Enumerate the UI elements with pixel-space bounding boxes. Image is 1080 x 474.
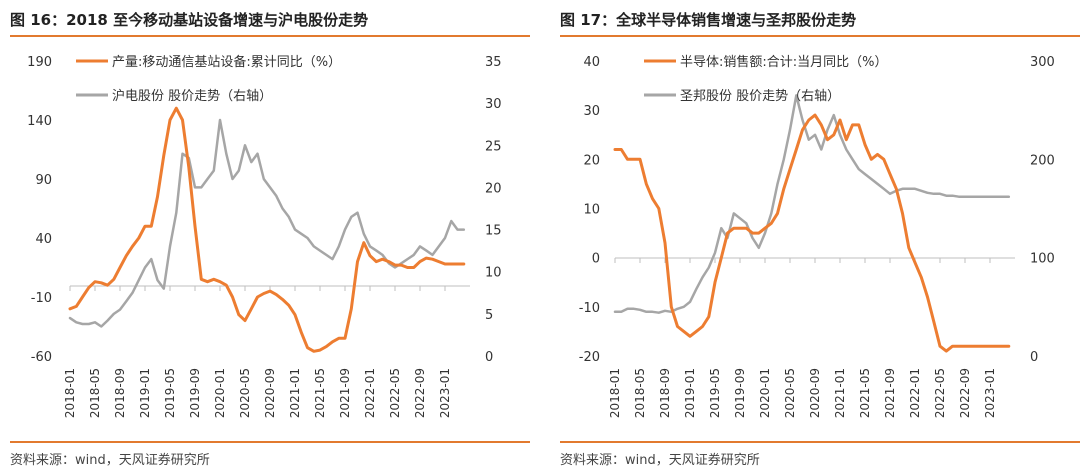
right-axis-tick-label: 300 <box>1030 55 1055 70</box>
chart-16-svg: 190 140 90 40 -10 -60 35 30 25 20 15 10 5 0 2018-01 201… <box>27 54 502 418</box>
right-axis-tick-label: 20 <box>485 181 502 196</box>
right-axis-tick-label: 35 <box>485 55 502 70</box>
title-rule <box>560 35 1080 37</box>
left-axis-tick-label: -60 <box>31 350 52 365</box>
left-axis-tick-label: -10 <box>579 301 600 316</box>
right-axis-tick-label: 100 <box>1030 252 1055 267</box>
source-note: 资料来源：wind，天风证券研究所 <box>560 453 760 468</box>
x-tick-label: 2021-01 <box>833 368 847 418</box>
left-axis-tick-label: -20 <box>579 350 600 365</box>
x-tick-label: 2018-09 <box>658 368 672 418</box>
right-axis-tick-label: 30 <box>485 97 502 112</box>
x-tick-label: 2021-01 <box>288 368 302 418</box>
x-tick-label: 2021-05 <box>858 368 872 418</box>
right-axis-tick-label: 5 <box>485 308 493 323</box>
x-tick-label: 2019-09 <box>733 368 747 418</box>
x-tick-label: 2021-09 <box>338 368 352 418</box>
x-tick-label: 2022-09 <box>958 368 972 418</box>
left-axis-tick-label: 20 <box>583 153 600 168</box>
x-tick-label: 2021-09 <box>883 368 897 418</box>
series-line-right-axis <box>613 94 1011 314</box>
right-axis-tick-label: 10 <box>485 266 502 281</box>
right-axis-tick-label: 200 <box>1030 153 1055 168</box>
x-tick-label: 2022-01 <box>363 368 377 418</box>
chart-title: 图 16：2018 至今移动基站设备增速与沪电股份走势 <box>10 11 369 29</box>
x-tick-label: 2023-01 <box>438 368 452 418</box>
right-axis-tick-label: 15 <box>485 224 502 239</box>
chart-title: 图 17：全球半导体销售增速与圣邦股份走势 <box>560 11 857 29</box>
x-tick-label: 2019-01 <box>683 368 697 418</box>
left-axis-tick-label: 40 <box>35 232 52 247</box>
legend-label: 产量:移动通信基站设备:累计同比（%） <box>112 54 341 70</box>
left-axis-tick-label: 10 <box>583 203 600 218</box>
left-axis-tick-label: 190 <box>27 55 52 70</box>
x-tick-label: 2020-01 <box>758 368 772 418</box>
x-tick-label: 2018-01 <box>608 368 622 418</box>
x-tick-label: 2021-05 <box>313 368 327 418</box>
title-rule <box>10 35 530 37</box>
source-rule <box>10 441 530 443</box>
x-tick-label: 2020-05 <box>783 368 797 418</box>
x-tick-label: 2022-05 <box>388 368 402 418</box>
chart-panel-16: 图 16：2018 至今移动基站设备增速与沪电股份走势 190 140 90 40 -1… <box>0 0 530 474</box>
x-tick-label: 2020-09 <box>808 368 822 418</box>
x-tick-label: 2020-05 <box>238 368 252 418</box>
right-axis-tick-label: 0 <box>1030 350 1038 365</box>
series-line-right-axis <box>68 118 466 328</box>
x-tick-label: 2018-05 <box>633 368 647 418</box>
x-tick-label: 2019-09 <box>188 368 202 418</box>
x-tick-label: 2019-05 <box>708 368 722 418</box>
x-tick-label: 2022-09 <box>413 368 427 418</box>
x-tick-label: 2022-05 <box>933 368 947 418</box>
left-axis-tick-label: 0 <box>592 252 600 267</box>
x-tick-label: 2023-01 <box>983 368 997 418</box>
right-axis-tick-label: 0 <box>485 350 493 365</box>
source-rule <box>560 441 1080 443</box>
series-line-left-axis <box>613 113 1011 353</box>
legend-label: 圣邦股份 股价走势（右轴） <box>680 88 840 104</box>
x-tick-label: 2019-05 <box>163 368 177 418</box>
left-axis-tick-label: -10 <box>31 291 52 306</box>
source-note: 资料来源：wind，天风证券研究所 <box>10 453 210 468</box>
x-tick-label: 2018-01 <box>63 368 77 418</box>
left-axis-tick-label: 90 <box>35 173 52 188</box>
series-line-left-axis <box>68 106 466 353</box>
left-axis-tick-label: 40 <box>583 55 600 70</box>
legend-label: 沪电股份 股价走势（右轴） <box>112 88 272 104</box>
left-axis-tick-label: 140 <box>27 114 52 129</box>
right-axis-tick-label: 25 <box>485 139 502 154</box>
x-tick-label: 2019-01 <box>138 368 152 418</box>
x-tick-label: 2018-09 <box>113 368 127 418</box>
x-tick-label: 2022-01 <box>908 368 922 418</box>
left-axis-tick-label: 30 <box>583 104 600 119</box>
x-tick-label: 2020-01 <box>213 368 227 418</box>
chart-panel-17: 图 17：全球半导体销售增速与圣邦股份走势 40 30 20 10 0 -10 -20 300… <box>550 0 1080 474</box>
x-tick-label: 2018-05 <box>88 368 102 418</box>
x-tick-label: 2020-09 <box>263 368 277 418</box>
legend-label: 半导体:销售额:合计:当月同比（%） <box>680 54 888 70</box>
